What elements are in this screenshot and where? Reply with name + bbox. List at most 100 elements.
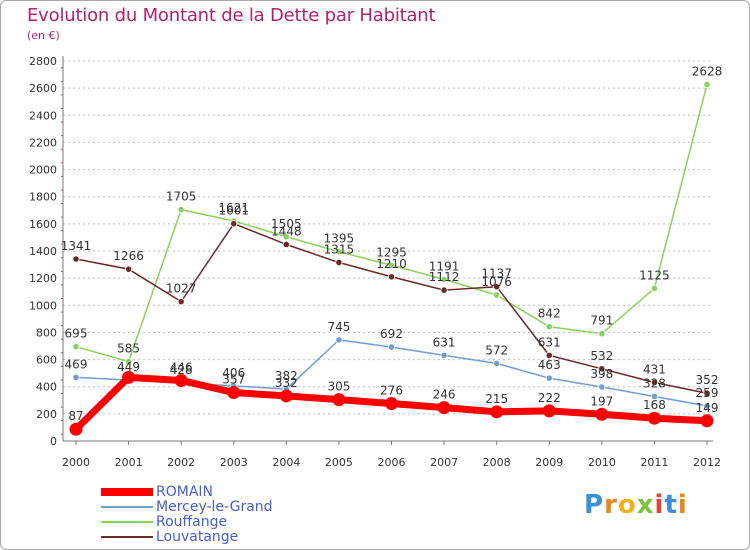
y-tick-label: 1800 bbox=[29, 191, 57, 204]
x-tick-label: 2009 bbox=[535, 456, 563, 469]
data-label: 1210 bbox=[376, 257, 407, 271]
data-point bbox=[650, 284, 659, 292]
y-tick-label: 1000 bbox=[29, 299, 57, 312]
y-tick-label: 1200 bbox=[29, 272, 57, 285]
x-tick-label: 2006 bbox=[378, 456, 406, 469]
data-point bbox=[598, 365, 606, 373]
legend-swatch bbox=[101, 506, 153, 508]
data-label: 1341 bbox=[61, 239, 92, 253]
data-label: 431 bbox=[643, 363, 666, 377]
data-point bbox=[122, 370, 136, 384]
data-point bbox=[387, 343, 396, 351]
data-label: 449 bbox=[117, 360, 140, 374]
data-point bbox=[703, 402, 711, 410]
data-label: 215 bbox=[485, 392, 508, 406]
data-label: 352 bbox=[696, 373, 719, 387]
data-point bbox=[595, 407, 609, 421]
data-label: 1112 bbox=[429, 270, 460, 284]
data-label: 382 bbox=[275, 369, 298, 383]
logo-letter: i bbox=[654, 490, 665, 520]
data-label: 246 bbox=[433, 388, 456, 402]
data-point bbox=[440, 275, 448, 283]
data-point bbox=[440, 286, 448, 294]
data-label: 276 bbox=[380, 384, 403, 398]
data-point bbox=[69, 422, 83, 436]
data-label: 692 bbox=[380, 327, 403, 341]
data-label: 572 bbox=[485, 343, 508, 357]
data-point bbox=[490, 405, 504, 419]
data-label: 1315 bbox=[324, 243, 355, 257]
x-tick-label: 2004 bbox=[272, 456, 300, 469]
data-label: 1125 bbox=[639, 268, 670, 282]
data-label: 1448 bbox=[271, 224, 302, 238]
data-label: 1076 bbox=[481, 275, 512, 289]
data-label: 222 bbox=[538, 391, 561, 405]
data-point bbox=[598, 330, 606, 338]
data-point bbox=[493, 359, 501, 367]
data-point bbox=[387, 273, 396, 281]
logo-letter: i bbox=[677, 490, 688, 520]
x-tick-label: 2001 bbox=[115, 456, 143, 469]
legend-label: Mercey-le-Grand bbox=[156, 499, 273, 515]
data-point bbox=[545, 374, 553, 382]
data-point bbox=[177, 206, 185, 214]
legend-swatch bbox=[101, 521, 153, 523]
y-tick-label: 0 bbox=[50, 435, 57, 448]
data-label: 463 bbox=[538, 358, 561, 372]
logo-letter: o bbox=[617, 490, 637, 520]
data-label: 1505 bbox=[271, 217, 302, 231]
x-tick-label: 2005 bbox=[325, 456, 353, 469]
data-label: 791 bbox=[590, 314, 613, 328]
y-tick-label: 1400 bbox=[29, 245, 57, 258]
x-tick-label: 2003 bbox=[220, 456, 248, 469]
data-label: 332 bbox=[275, 376, 298, 390]
data-point bbox=[650, 392, 659, 401]
x-tick-label: 2010 bbox=[588, 456, 616, 469]
legend-swatch bbox=[101, 488, 153, 496]
data-point bbox=[545, 351, 553, 359]
data-point bbox=[650, 378, 659, 387]
y-tick-label: 800 bbox=[36, 326, 57, 339]
logo-letter: x bbox=[636, 490, 655, 520]
y-tick-label: 2200 bbox=[29, 136, 57, 149]
data-points bbox=[69, 80, 714, 436]
legend-label: Louvatange bbox=[156, 529, 239, 545]
data-label: 585 bbox=[117, 342, 140, 356]
data-label: 1191 bbox=[429, 259, 460, 273]
x-tick-label: 2008 bbox=[483, 456, 511, 469]
x-tick-label: 2012 bbox=[693, 456, 721, 469]
y-tick-label: 200 bbox=[36, 408, 57, 421]
y-tick-label: 2800 bbox=[29, 55, 57, 68]
logo-letter: r bbox=[604, 490, 618, 520]
legend-label: Rouffange bbox=[156, 514, 228, 530]
data-point bbox=[700, 414, 714, 428]
data-label: 2628 bbox=[692, 64, 723, 78]
y-tick-label: 1600 bbox=[29, 218, 57, 231]
logo-letter: P bbox=[584, 490, 605, 520]
data-label: 305 bbox=[327, 380, 350, 394]
data-label: 1295 bbox=[376, 245, 407, 259]
data-point bbox=[440, 351, 448, 359]
data-point bbox=[227, 386, 241, 400]
data-point bbox=[703, 389, 711, 397]
data-point bbox=[493, 291, 501, 299]
data-point bbox=[493, 283, 501, 291]
data-label: 1395 bbox=[324, 232, 355, 246]
x-tick-label: 2011 bbox=[640, 456, 668, 469]
data-label: 1266 bbox=[113, 249, 144, 263]
data-point bbox=[385, 397, 398, 411]
data-label: 446 bbox=[170, 360, 193, 374]
x-tick-label: 2007 bbox=[430, 456, 458, 469]
data-label: 168 bbox=[643, 398, 666, 412]
data-label: 259 bbox=[696, 386, 719, 400]
data-point bbox=[598, 383, 606, 391]
data-label: 87 bbox=[68, 409, 83, 423]
data-point bbox=[437, 401, 451, 415]
tick-labels: 0 200 400 600 800 1000 1200 1400 1600 1800 2000 220… bbox=[29, 55, 721, 469]
data-label: 631 bbox=[538, 335, 561, 349]
data-label: 631 bbox=[433, 335, 456, 349]
data-point bbox=[72, 373, 80, 381]
data-point bbox=[542, 404, 556, 418]
data-label: 842 bbox=[538, 307, 561, 321]
